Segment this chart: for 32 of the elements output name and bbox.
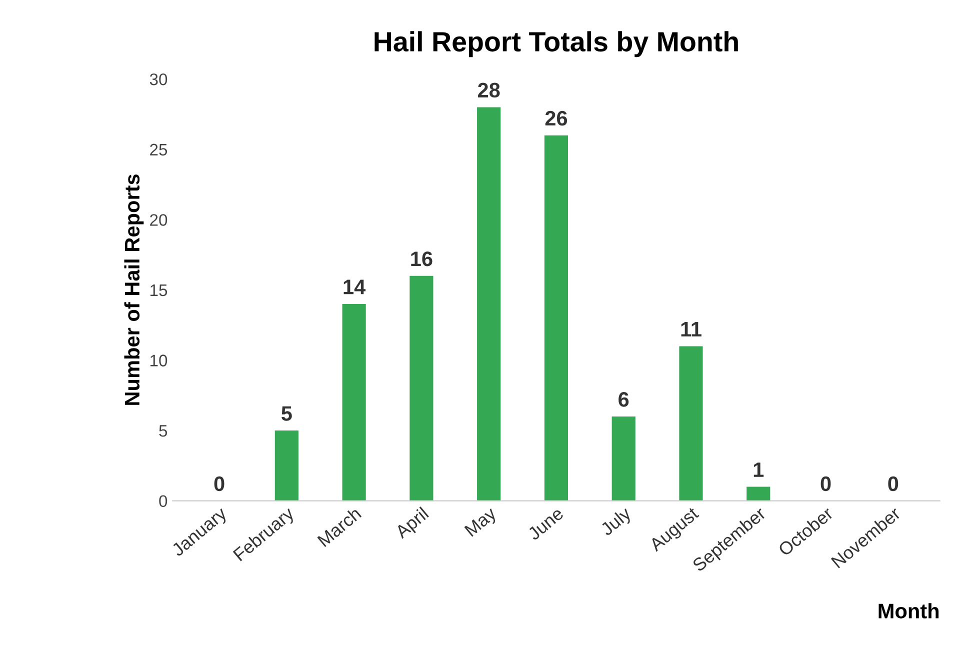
y-tick-label: 30: [150, 73, 168, 86]
data-label: 26: [545, 110, 568, 126]
data-label: 5: [282, 406, 292, 421]
data-label: 14: [344, 280, 366, 294]
data-label: 11: [681, 322, 702, 336]
bar: [274, 430, 298, 501]
data-label: 0: [820, 476, 831, 492]
x-tick-label: June: [526, 506, 564, 541]
y-axis-title: Number of Hail Reports: [124, 174, 144, 405]
y-tick-label: 10: [150, 354, 168, 366]
x-axis-title: Month: [878, 603, 939, 618]
data-label: 28: [478, 82, 500, 98]
data-label: 0: [888, 476, 898, 492]
x-tick-label: July: [599, 506, 634, 540]
bar: [612, 416, 636, 501]
bar: [477, 107, 501, 501]
bar: [342, 304, 366, 501]
data-label: 1: [754, 462, 764, 477]
y-tick-label: 5: [159, 425, 168, 437]
x-tick-label: May: [464, 506, 500, 540]
bar: [746, 486, 770, 501]
y-tick-label: 0: [159, 495, 168, 508]
y-tick-label: 25: [150, 144, 168, 156]
data-label: 6: [618, 392, 629, 407]
bar: [544, 135, 568, 501]
data-label: 16: [411, 251, 432, 266]
bar: [410, 276, 434, 501]
y-tick-label: 20: [150, 214, 168, 226]
bar: [679, 346, 703, 501]
data-label: 0: [214, 476, 224, 492]
chart-title: Hail Report Totals by Month: [374, 31, 738, 58]
y-tick-label: 15: [150, 284, 168, 296]
